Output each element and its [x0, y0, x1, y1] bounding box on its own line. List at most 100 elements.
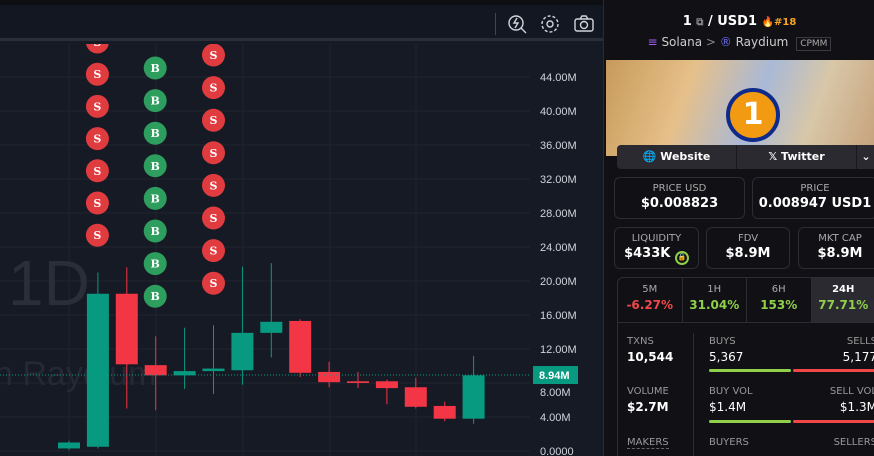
sell-marker[interactable]: S [85, 159, 109, 183]
marker-label: B [151, 192, 160, 205]
fdv-value: $8.9M [725, 246, 771, 261]
y-tick-label: 20.00M [540, 276, 577, 288]
y-tick-label: 16.00M [540, 310, 577, 322]
marker-label: S [93, 68, 101, 81]
candle[interactable] [115, 267, 138, 409]
buy-marker[interactable]: B [143, 284, 167, 308]
mcap-value: $8.9M [817, 246, 863, 261]
tab-24h[interactable]: 24H 77.71% [811, 278, 874, 322]
sell-marker[interactable]: S [202, 108, 225, 132]
marker-label: B [151, 127, 160, 140]
marker-label: S [93, 133, 101, 146]
candle[interactable] [375, 379, 398, 405]
chain-name[interactable]: Solana [661, 35, 703, 49]
buy-marker[interactable]: B [143, 121, 167, 145]
candle[interactable] [231, 266, 254, 385]
sell-vol-bar [793, 420, 874, 423]
marker-label: B [151, 290, 160, 303]
rank-label: #18 [773, 17, 797, 28]
pair-title: 1 ⧉ / USD1 🔥#18 [604, 14, 874, 29]
marker-label: S [93, 44, 101, 49]
tab-change: -6.27% [626, 298, 674, 312]
candle[interactable] [347, 371, 369, 389]
tab-5m[interactable]: 5M -6.27% [618, 278, 683, 322]
mcap-box: MKT CAP $8.9M [798, 227, 874, 269]
marker-label: B [151, 160, 160, 173]
dex-name[interactable]: Raydium [735, 35, 789, 49]
candle[interactable] [289, 319, 312, 378]
candle[interactable] [202, 325, 225, 395]
candle[interactable] [144, 336, 167, 411]
liquidity-value: $433K [624, 246, 671, 261]
candle[interactable] [404, 377, 427, 409]
website-button[interactable]: 🌐 Website [617, 145, 737, 169]
tab-label: 6H [771, 284, 786, 295]
globe-icon: 🌐 [642, 150, 657, 163]
sell-marker[interactable]: S [85, 191, 109, 215]
sell-marker[interactable]: S [86, 44, 109, 54]
buy-marker[interactable]: B [143, 252, 167, 276]
gear-icon[interactable] [538, 12, 562, 36]
mcap-label[interactable]: MKT CAP [818, 233, 862, 244]
buy-marker[interactable]: B [143, 154, 167, 178]
sell-marker[interactable]: S [85, 223, 109, 247]
marker-label: S [210, 179, 218, 192]
solana-icon: ≡ [647, 35, 658, 49]
tab-6h[interactable]: 6H 153% [747, 278, 812, 322]
twitter-button[interactable]: 𝕏 Twitter [737, 145, 857, 169]
liquidity-box: LIQUIDITY $433K 🔒 [614, 227, 699, 269]
sell-marker[interactable]: S [202, 206, 225, 230]
sell-marker[interactable]: S [85, 94, 109, 118]
price-chart[interactable]: 44.00M 40.00M 36.00M 32.00M 28.00M 24.00M 20.0… [0, 0, 603, 456]
y-tick-label: 8.00M [540, 387, 571, 399]
candle-body [404, 387, 427, 407]
y-tick-label: 44.00M [540, 72, 577, 84]
buys-bar [709, 369, 791, 372]
txns-label: TXNS [627, 336, 654, 347]
copy-icon[interactable]: ⧉ [696, 17, 704, 28]
sell-marker[interactable]: S [202, 141, 225, 165]
candle[interactable] [260, 263, 283, 358]
y-tick-label: 4.00M [540, 412, 571, 424]
lock-icon[interactable]: 🔒 [674, 251, 689, 265]
candlestick-chart[interactable]: 44.00M 40.00M 36.00M 32.00M 28.00M 24.00M 20.0… [0, 44, 603, 456]
pair-separator: / [707, 14, 713, 29]
liquidity-label: LIQUIDITY [631, 233, 682, 244]
y-tick-label: 36.00M [540, 140, 577, 152]
candle[interactable] [318, 361, 341, 388]
sell-marker[interactable]: S [202, 44, 225, 67]
pair-info-panel: 1 ⧉ / USD1 🔥#18 ≡ Solana > ® Raydium CPM… [603, 0, 874, 456]
buy-marker[interactable]: B [143, 56, 167, 80]
y-tick-label: 12.00M [540, 344, 577, 356]
y-tick-label: 40.00M [540, 106, 577, 118]
candle-body [462, 375, 485, 419]
marker-label: S [93, 229, 101, 242]
candle[interactable] [86, 272, 109, 449]
chain-breadcrumb: ≡ Solana > ® Raydium CPMM [604, 35, 874, 51]
y-tick-label: 32.00M [540, 174, 577, 186]
candle[interactable] [58, 440, 80, 451]
current-price-badge [533, 366, 578, 385]
fdv-label[interactable]: FDV [737, 233, 759, 244]
trending-rank[interactable]: 🔥#18 [762, 17, 797, 28]
sell-marker[interactable]: S [85, 62, 109, 86]
sell-marker[interactable]: S [202, 173, 225, 197]
raydium-icon: ® [719, 35, 732, 49]
candle-body [202, 368, 225, 372]
buy-marker[interactable]: B [143, 89, 167, 113]
candle[interactable] [173, 327, 196, 389]
makers-label[interactable]: MAKERS [627, 437, 669, 449]
alert-search-icon[interactable] [505, 12, 529, 36]
camera-icon[interactable] [572, 12, 596, 36]
buy-marker[interactable]: B [143, 186, 167, 210]
chevron-down-icon[interactable]: ⌄ [861, 150, 871, 163]
buy-marker[interactable]: B [143, 219, 167, 243]
sell-marker[interactable]: S [202, 271, 225, 295]
candle-body [86, 293, 109, 447]
sell-marker[interactable]: S [85, 127, 109, 151]
candle[interactable] [462, 355, 485, 424]
candle[interactable] [433, 401, 456, 422]
sell-marker[interactable]: S [202, 239, 225, 263]
sell-marker[interactable]: S [202, 76, 225, 100]
tab-1h[interactable]: 1H 31.04% [683, 278, 747, 322]
